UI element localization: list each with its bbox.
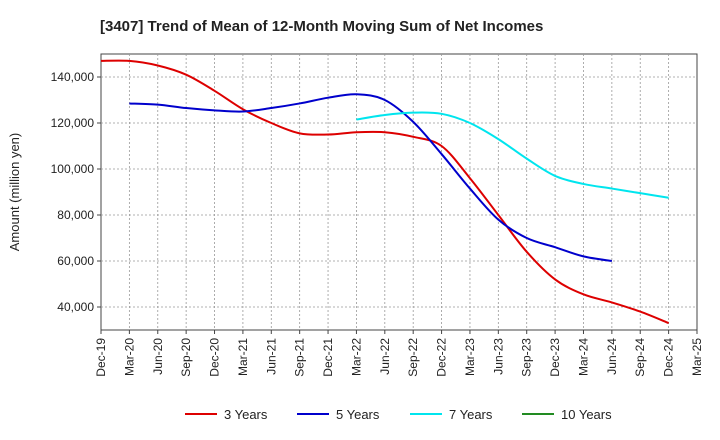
x-tick-label: Jun-20: [151, 338, 165, 375]
x-tick-label: Jun-24: [605, 338, 619, 375]
grid: [101, 54, 697, 330]
x-tick-label: Mar-23: [463, 338, 477, 376]
x-tick-label: Sep-22: [406, 338, 420, 377]
legend-item: 10 Years: [522, 407, 612, 422]
legend-item: 7 Years: [410, 407, 493, 422]
x-tick-label: Mar-21: [236, 338, 250, 376]
y-tick-label: 120,000: [51, 116, 95, 130]
plot-area: [100, 53, 698, 331]
y-axis-label: Amount (million yen): [7, 133, 22, 252]
x-axis-ticks: Dec-19 Mar-20 Jun-20 Sep-20 Dec-20 Mar-21 Jun-…: [94, 330, 704, 377]
chart-title: [3407] Trend of Mean of 12-Month Moving …: [100, 18, 543, 35]
series-line-7-years: [356, 111, 669, 199]
y-axis-ticks: 40,000 60,000 80,000 100,000 120,000 140,000: [51, 70, 101, 314]
x-tick-label: Mar-22: [349, 338, 363, 376]
legend-label: 10 Years: [561, 407, 612, 422]
x-tick-label: Sep-24: [633, 338, 647, 377]
legend-label: 5 Years: [336, 407, 380, 422]
legend: 3 Years 5 Years 7 Years 10 Years: [185, 407, 612, 422]
legend-item: 5 Years: [297, 407, 380, 422]
series-line-5-years: [129, 93, 613, 262]
x-tick-label: Dec-24: [662, 338, 676, 377]
x-tick-label: Sep-23: [520, 338, 534, 377]
y-tick-label: 140,000: [51, 70, 95, 84]
y-tick-label: 60,000: [57, 254, 94, 268]
x-tick-label: Sep-21: [293, 338, 307, 377]
x-tick-label: Dec-22: [435, 338, 449, 377]
x-tick-label: Mar-25: [690, 338, 704, 376]
x-tick-label: Dec-23: [548, 338, 562, 377]
x-tick-label: Sep-20: [179, 338, 193, 377]
legend-label: 3 Years: [224, 407, 268, 422]
x-tick-label: Dec-21: [321, 338, 335, 377]
y-tick-label: 100,000: [51, 162, 95, 176]
x-tick-label: Dec-20: [208, 338, 222, 377]
x-tick-label: Dec-19: [94, 338, 108, 377]
legend-label: 7 Years: [449, 407, 493, 422]
x-tick-label: Jun-22: [378, 338, 392, 375]
series-line-3-years: [100, 59, 669, 325]
legend-item: 3 Years: [185, 407, 268, 422]
x-tick-label: Jun-21: [264, 338, 278, 375]
series-layer: [100, 59, 669, 325]
y-tick-label: 40,000: [57, 300, 94, 314]
y-tick-label: 80,000: [57, 208, 94, 222]
x-tick-label: Mar-20: [122, 338, 136, 376]
x-tick-label: Jun-23: [491, 338, 505, 375]
x-tick-label: Mar-24: [576, 338, 590, 376]
